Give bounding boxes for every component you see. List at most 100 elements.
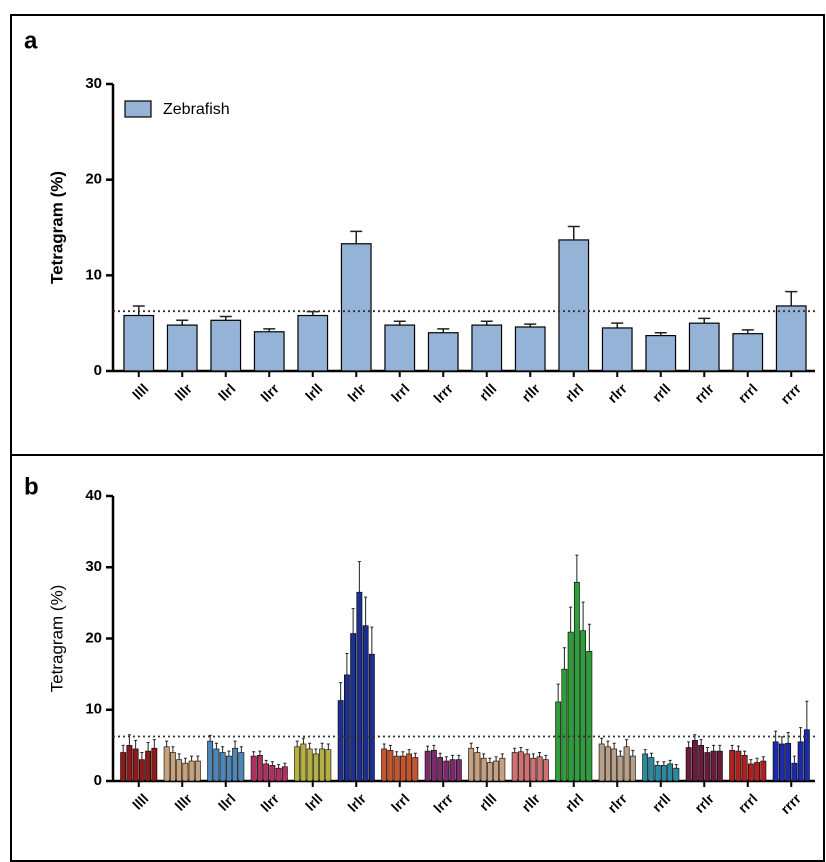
x-tick-label: rllr <box>518 380 543 405</box>
bar <box>319 748 326 782</box>
bar <box>598 743 605 782</box>
bar <box>691 740 698 782</box>
bar <box>741 755 748 782</box>
error-bar <box>687 741 691 748</box>
error-bar <box>674 764 678 769</box>
bar <box>123 314 155 372</box>
error-bar <box>500 753 504 759</box>
x-tick-label: rrll <box>649 380 674 405</box>
bar <box>126 745 133 782</box>
bar <box>343 674 350 782</box>
error-bar <box>699 739 703 746</box>
error-bar <box>413 752 417 758</box>
x-tick-label: rlll <box>476 790 499 813</box>
error-bar <box>357 561 361 593</box>
x-tick-label: llll <box>129 790 151 812</box>
bar <box>735 750 742 782</box>
bar <box>145 750 152 782</box>
bar <box>350 633 357 782</box>
bar <box>698 745 705 782</box>
bar <box>660 765 667 782</box>
bar <box>654 765 661 782</box>
error-bar <box>792 755 796 764</box>
error-bar <box>437 328 450 333</box>
bar <box>673 767 680 782</box>
error-bar <box>165 740 169 747</box>
y-tick-label: 0 <box>94 772 102 789</box>
bar <box>573 581 580 782</box>
bar <box>166 324 198 372</box>
error-bar <box>519 747 523 752</box>
error-bar <box>575 554 579 583</box>
bar <box>356 591 363 782</box>
error-bar <box>239 746 243 753</box>
bar <box>455 759 462 782</box>
bar <box>399 755 406 782</box>
error-bar <box>152 739 156 749</box>
error-bar <box>482 753 486 759</box>
bar <box>362 625 369 782</box>
bar <box>511 752 518 782</box>
error-bar <box>351 608 355 634</box>
bar <box>524 753 531 782</box>
bar <box>256 755 263 782</box>
bar <box>219 752 226 782</box>
bar <box>499 757 506 782</box>
error-bar <box>513 747 517 753</box>
error-bar <box>190 755 194 762</box>
error-bar <box>567 225 580 240</box>
bar <box>300 743 307 782</box>
error-bar <box>469 742 473 749</box>
panel-frame <box>10 454 825 862</box>
bar <box>480 757 487 782</box>
y-tick-label: 10 <box>85 266 102 283</box>
error-bar <box>219 315 232 321</box>
bar <box>306 748 313 782</box>
bar <box>775 305 807 372</box>
error-bar <box>382 743 386 749</box>
y-tick-label: 20 <box>85 629 102 646</box>
legend-swatch <box>124 100 152 118</box>
error-bar <box>525 749 529 754</box>
bar <box>424 750 431 782</box>
x-tick-label: rrlr <box>691 790 717 816</box>
bar <box>747 763 754 782</box>
error-bar <box>480 320 493 326</box>
error-bar <box>662 761 666 766</box>
bar <box>210 319 242 372</box>
bar <box>797 741 804 782</box>
error-bar <box>556 683 560 702</box>
bar <box>791 762 798 782</box>
error-bar <box>176 319 189 326</box>
bar <box>555 701 562 782</box>
bar <box>514 326 546 372</box>
bar <box>648 757 655 782</box>
y-tick-label: 0 <box>94 362 102 379</box>
error-bar <box>401 751 405 757</box>
bar <box>275 767 282 782</box>
bar <box>437 757 444 782</box>
bar <box>617 755 624 782</box>
x-tick-label: rrrl <box>735 790 761 816</box>
x-tick-label: llll <box>129 380 151 402</box>
bar <box>623 746 630 782</box>
error-bar <box>277 764 281 769</box>
error-bar <box>457 754 461 760</box>
error-bar <box>600 737 604 744</box>
error-bar <box>308 742 312 749</box>
error-bar <box>587 623 591 652</box>
error-bar <box>320 742 324 749</box>
y-tick-label: 10 <box>85 701 102 718</box>
bar <box>685 747 692 782</box>
bar <box>427 332 459 372</box>
x-tick-label: rlrr <box>604 790 630 816</box>
error-bar <box>258 750 262 756</box>
bar <box>412 757 419 782</box>
x-tick-label: llrl <box>215 380 238 403</box>
error-bar <box>393 320 406 326</box>
bar <box>253 331 285 372</box>
x-tick-label: rlrl <box>562 380 587 405</box>
y-tick-label: 30 <box>85 558 102 575</box>
bar <box>586 651 593 782</box>
bar <box>269 765 276 782</box>
